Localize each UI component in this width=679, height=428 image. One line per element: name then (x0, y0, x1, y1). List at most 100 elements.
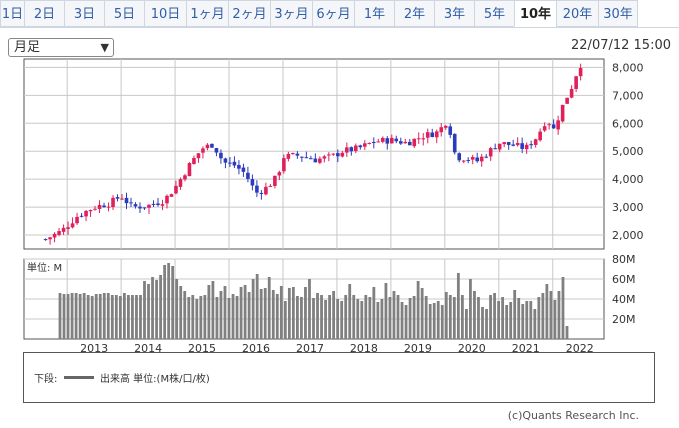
candle-body (277, 172, 282, 176)
candle-body (178, 179, 183, 187)
candle-body (340, 152, 345, 157)
tab-10日[interactable]: 10日 (144, 0, 186, 27)
candle-body (237, 165, 241, 169)
x-tick-label: 2018 (350, 342, 378, 352)
price-tick-label: 2,000 (612, 229, 644, 242)
volume-bar (456, 273, 460, 339)
candle-body (232, 161, 237, 166)
candle-body (286, 153, 291, 159)
volume-bar (364, 295, 368, 339)
chevron-down-icon: ▼ (100, 41, 109, 54)
candle-body (542, 126, 547, 131)
volume-bar (118, 296, 122, 339)
volume-bar (135, 295, 138, 339)
tab-5年[interactable]: 5年 (474, 0, 514, 27)
volume-bar (127, 295, 130, 339)
candle-body (282, 158, 286, 172)
tab-1日[interactable]: 1日 (0, 0, 24, 27)
candle-body (371, 142, 376, 144)
candle-body (466, 159, 471, 161)
volume-bar (312, 298, 315, 339)
volume-bar (444, 292, 448, 339)
volume-bar (98, 294, 102, 339)
candle-body (475, 157, 480, 162)
volume-bar (561, 277, 565, 339)
candle-body (70, 223, 75, 228)
x-tick-label: 2021 (512, 342, 540, 352)
candle-body (322, 156, 327, 159)
candle-body (380, 137, 385, 142)
candle-body (547, 124, 551, 126)
volume-bar (485, 309, 488, 339)
candle-body (538, 131, 542, 141)
volume-bar (336, 299, 340, 339)
tab-divider (0, 27, 679, 28)
tab-2日[interactable]: 2日 (24, 0, 64, 27)
candle-body (133, 204, 138, 207)
candle-body (84, 210, 88, 217)
volume-bar (549, 291, 553, 339)
volume-bar (195, 299, 199, 339)
x-tick-label: 2020 (458, 342, 486, 352)
candle-period-select[interactable]: 月足 ▼ (8, 38, 114, 57)
volume-bar (348, 284, 352, 339)
candle-body (452, 133, 457, 153)
candle-body (205, 144, 210, 149)
volume-bar (316, 293, 319, 339)
volume-bar (553, 300, 557, 339)
tab-10年[interactable]: 10年 (514, 0, 556, 27)
volume-bar (62, 294, 66, 339)
volume-bar (66, 294, 70, 339)
x-tick-label: 2015 (188, 342, 216, 352)
tab-20年[interactable]: 20年 (556, 0, 598, 27)
volume-bar (94, 294, 98, 339)
volume-bar (460, 295, 464, 339)
candle-body (48, 237, 52, 240)
tab-3日[interactable]: 3日 (64, 0, 104, 27)
candle-body (578, 68, 583, 77)
volume-unit-label: 単位: M (27, 261, 62, 274)
candle-body (385, 138, 390, 144)
candle-body (345, 147, 349, 153)
volume-bar (239, 287, 243, 339)
volume-bar (255, 274, 259, 339)
volume-bar (279, 286, 283, 339)
volume-tick-label: 80M (612, 253, 636, 266)
candle-body (300, 156, 304, 158)
volume-bar (412, 296, 416, 339)
x-tick-label: 2022 (566, 342, 594, 352)
candle-body (529, 144, 533, 146)
tab-3ヶ月[interactable]: 3ヶ月 (270, 0, 312, 27)
volume-bar (513, 290, 517, 339)
candle-body (268, 185, 273, 187)
candle-body (493, 148, 497, 150)
candle-body (169, 194, 174, 197)
volume-bar (465, 309, 468, 339)
candle-body (313, 158, 318, 163)
volume-bar (404, 305, 408, 339)
tab-6ヶ月[interactable]: 6ヶ月 (312, 0, 354, 27)
tab-2年[interactable]: 2年 (394, 0, 434, 27)
volume-bar (368, 297, 372, 339)
candle-body (138, 206, 142, 209)
candle-body (376, 141, 381, 143)
volume-bar (74, 293, 78, 339)
tab-30年[interactable]: 30年 (598, 0, 638, 27)
tab-2ヶ月[interactable]: 2ヶ月 (228, 0, 270, 27)
volume-bar (308, 279, 311, 339)
tab-5日[interactable]: 5日 (104, 0, 144, 27)
tab-1年[interactable]: 1年 (354, 0, 394, 27)
legend-box: 下段: 出来高 単位:(M株/口/枚) (23, 352, 655, 403)
tab-3年[interactable]: 3年 (434, 0, 474, 27)
candle-body (223, 158, 228, 163)
candle-body (358, 145, 363, 148)
volume-bar (533, 309, 537, 339)
tab-1ヶ月[interactable]: 1ヶ月 (186, 0, 228, 27)
volume-bar (271, 290, 275, 339)
volume-bar (320, 295, 323, 339)
legend-volume-swatch (64, 376, 94, 379)
volume-bar (147, 284, 150, 339)
candle-body (416, 138, 421, 140)
volume-bar (557, 291, 561, 339)
x-tick-label: 2016 (242, 342, 270, 352)
